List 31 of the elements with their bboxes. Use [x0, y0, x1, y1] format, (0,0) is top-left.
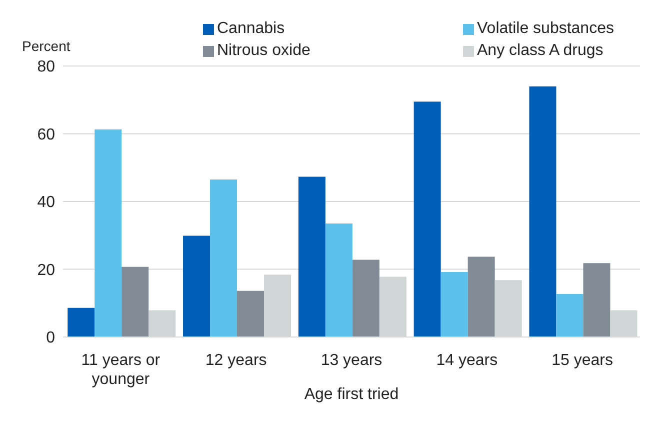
bar [583, 263, 610, 337]
x-axis-title: Age first tried [304, 386, 399, 403]
bar [325, 224, 352, 337]
bar [352, 260, 380, 337]
y-axis-title: Percent [22, 38, 70, 54]
x-tick-label: 14 years [436, 352, 498, 369]
bar [68, 308, 95, 337]
x-tick-label: 11 years or younger [81, 352, 161, 388]
bar [183, 236, 210, 337]
y-tick-label: 40 [37, 194, 56, 212]
y-tick-label: 20 [37, 262, 56, 279]
bar [414, 102, 441, 337]
y-tick-label: 0 [46, 330, 56, 347]
y-tick-label: 60 [37, 126, 56, 144]
legend-label: Any class A drugs [477, 41, 604, 61]
bar [556, 294, 584, 337]
bar [298, 176, 326, 337]
y-tick-label: 80 [37, 58, 56, 76]
bar [237, 290, 264, 337]
bar [440, 272, 468, 337]
legend-label: Volatile substances [477, 19, 614, 39]
x-tick-label: 13 years [320, 352, 382, 369]
bar [94, 129, 122, 337]
x-tick-label: 12 years [205, 352, 267, 369]
bar [468, 256, 495, 337]
bar [529, 86, 556, 337]
legend-label: Nitrous oxide [217, 41, 310, 61]
legend-label: Cannabis [217, 19, 285, 39]
bar [122, 266, 149, 337]
x-tick-label: 15 years [552, 352, 613, 369]
bar [210, 179, 238, 337]
